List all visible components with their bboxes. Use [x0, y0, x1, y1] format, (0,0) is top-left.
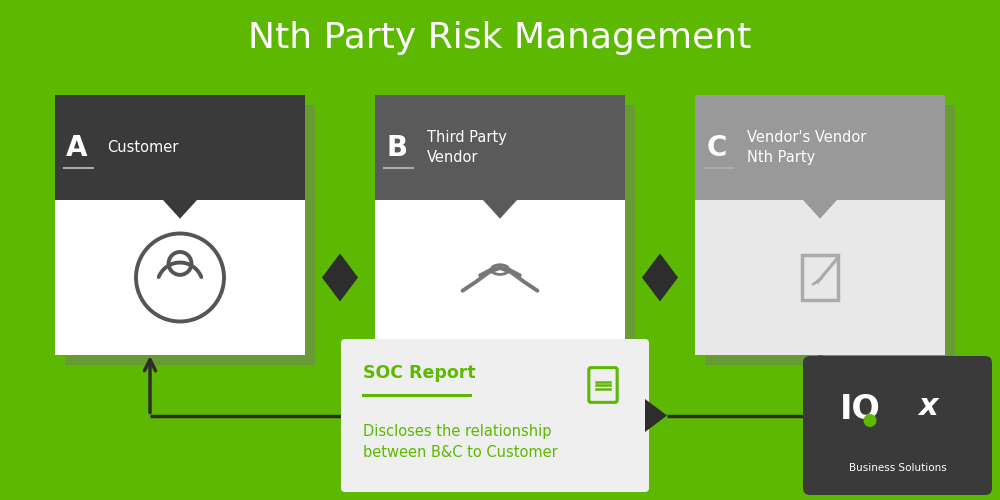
Polygon shape [803, 200, 837, 218]
FancyBboxPatch shape [803, 356, 992, 495]
Text: C: C [707, 134, 727, 162]
Text: IQ: IQ [840, 393, 880, 426]
Text: Third Party
Vendor: Third Party Vendor [427, 130, 507, 164]
Bar [802, 254, 838, 300]
FancyBboxPatch shape [65, 105, 315, 365]
Polygon shape [645, 399, 667, 432]
Text: Vendor's Vendor
Nth Party: Vendor's Vendor Nth Party [747, 130, 866, 164]
Text: B: B [386, 134, 408, 162]
Polygon shape [322, 254, 358, 302]
Text: Business Solutions: Business Solutions [849, 463, 946, 473]
Circle shape [863, 414, 876, 427]
Text: Customer: Customer [107, 140, 178, 155]
FancyBboxPatch shape [341, 339, 649, 492]
Text: A: A [66, 134, 88, 162]
FancyBboxPatch shape [695, 95, 945, 355]
Text: Discloses the relationship
between B&C to Customer: Discloses the relationship between B&C t… [363, 424, 558, 460]
Text: Nth Party Risk Management: Nth Party Risk Management [248, 21, 752, 55]
FancyBboxPatch shape [375, 95, 625, 200]
FancyBboxPatch shape [375, 95, 625, 355]
Polygon shape [483, 200, 517, 218]
Polygon shape [163, 200, 197, 218]
FancyBboxPatch shape [385, 105, 635, 365]
Polygon shape [642, 254, 678, 302]
Text: x: x [918, 392, 938, 421]
FancyBboxPatch shape [55, 95, 305, 200]
FancyBboxPatch shape [695, 95, 945, 200]
FancyBboxPatch shape [705, 105, 955, 365]
Text: SOC Report: SOC Report [363, 364, 476, 382]
FancyBboxPatch shape [55, 95, 305, 355]
